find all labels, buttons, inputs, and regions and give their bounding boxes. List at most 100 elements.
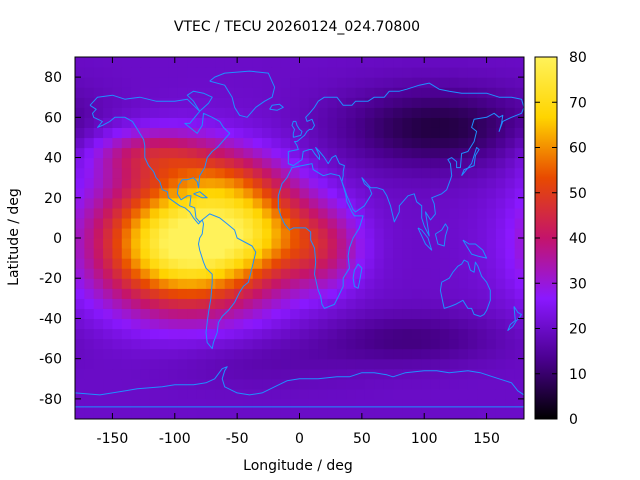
heatmap-cell <box>121 298 132 309</box>
y-tick-label: 20 <box>44 191 62 207</box>
colorbar-tick-label: 20 <box>569 322 587 338</box>
heatmap-cell <box>439 308 450 320</box>
heatmap-cell <box>280 268 291 279</box>
heatmap-cell <box>449 408 460 419</box>
heatmap-cell <box>168 388 179 400</box>
heatmap-cell <box>103 238 114 249</box>
heatmap-cell <box>355 187 366 199</box>
heatmap-cell <box>215 308 226 320</box>
heatmap-cell <box>243 87 254 98</box>
heatmap-cell <box>402 107 413 118</box>
heatmap-cell <box>299 157 310 169</box>
heatmap-cell <box>224 137 235 149</box>
heatmap-cell <box>177 358 188 370</box>
heatmap-cell <box>149 87 160 98</box>
heatmap-cell <box>374 87 385 98</box>
heatmap-cell <box>458 248 469 259</box>
heatmap-cell <box>177 207 188 219</box>
heatmap-cell <box>439 368 450 380</box>
heatmap-cell <box>346 117 357 128</box>
heatmap-cell <box>159 157 170 169</box>
heatmap-cell <box>187 177 198 189</box>
heatmap-cell <box>374 147 385 159</box>
heatmap-cell <box>280 197 291 209</box>
heatmap-cell <box>383 107 394 118</box>
heatmap-cell <box>159 298 170 309</box>
heatmap-cell <box>290 127 301 139</box>
heatmap-cell <box>140 338 151 350</box>
heatmap-cell <box>514 57 524 68</box>
heatmap-cell <box>439 127 450 139</box>
heatmap-cell <box>224 378 235 390</box>
heatmap-cell <box>374 298 385 309</box>
heatmap-cell <box>243 107 254 118</box>
heatmap-cell <box>346 127 357 139</box>
heatmap-cell <box>262 348 273 360</box>
heatmap-cell <box>318 127 329 139</box>
heatmap-cell <box>149 238 160 249</box>
heatmap-cell <box>393 398 403 410</box>
heatmap-cell <box>215 87 226 98</box>
heatmap-cell <box>327 117 338 128</box>
heatmap-cell <box>75 157 85 169</box>
heatmap-cell <box>364 288 375 299</box>
heatmap-cell <box>402 227 413 239</box>
heatmap-cell <box>187 348 198 360</box>
heatmap-cell <box>149 398 160 410</box>
heatmap-cell <box>374 177 385 189</box>
heatmap-cell <box>430 358 441 370</box>
heatmap-cell <box>430 248 441 259</box>
heatmap-cell <box>346 97 357 108</box>
heatmap-cell <box>486 378 497 390</box>
heatmap-cell <box>299 97 310 108</box>
heatmap-cell <box>103 87 114 98</box>
heatmap-cell <box>159 117 170 128</box>
heatmap-cell <box>187 167 198 179</box>
heatmap-cell <box>355 67 366 78</box>
heatmap-cell <box>121 368 132 380</box>
heatmap-cell <box>280 157 291 169</box>
heatmap-cell <box>430 378 441 390</box>
heatmap-cell <box>336 197 347 209</box>
heatmap-cell <box>318 97 329 108</box>
heatmap-cell <box>243 197 254 209</box>
heatmap-cell <box>271 248 282 259</box>
heatmap-cell <box>280 248 291 259</box>
heatmap-cell <box>421 107 432 118</box>
heatmap-cell <box>205 348 216 360</box>
heatmap-cell <box>149 298 160 309</box>
heatmap-cell <box>215 288 226 299</box>
heatmap-cell <box>196 338 207 350</box>
heatmap-cell <box>299 57 310 68</box>
heatmap-cell <box>308 127 319 139</box>
heatmap-cell <box>234 117 244 128</box>
heatmap-cell <box>374 398 385 410</box>
heatmap-cell <box>103 227 114 239</box>
heatmap-cell <box>505 398 516 410</box>
heatmap-cell <box>486 278 497 289</box>
heatmap-cell <box>355 328 366 340</box>
heatmap-cell <box>383 67 394 78</box>
heatmap-cell <box>131 217 142 229</box>
heatmap-cell <box>196 358 207 370</box>
heatmap-cell <box>336 167 347 179</box>
heatmap-cell <box>280 308 291 320</box>
heatmap-cell <box>430 308 441 320</box>
heatmap-cell <box>196 67 207 78</box>
heatmap-cell <box>140 328 151 340</box>
heatmap-cell <box>103 77 114 88</box>
heatmap-cell <box>280 358 291 370</box>
heatmap-cell <box>430 147 441 159</box>
heatmap-cell <box>75 268 85 279</box>
heatmap-cell <box>93 177 104 189</box>
heatmap-cell <box>224 358 235 370</box>
heatmap-cell <box>514 197 524 209</box>
heatmap-cell <box>93 318 104 330</box>
heatmap-cell <box>205 238 216 249</box>
heatmap-cell <box>486 227 497 239</box>
heatmap-cell <box>215 177 226 189</box>
heatmap-cell <box>514 318 524 330</box>
heatmap-cell <box>467 318 478 330</box>
heatmap-cell <box>421 157 432 169</box>
heatmap-cell <box>393 318 403 330</box>
